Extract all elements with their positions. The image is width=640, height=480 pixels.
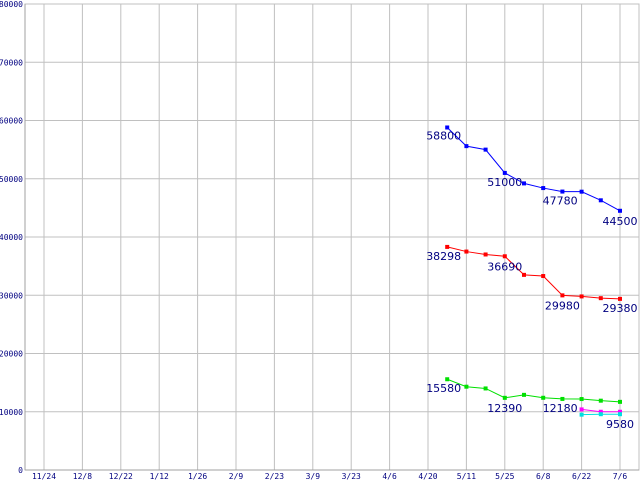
data-point-red <box>483 252 488 257</box>
y-tick-label: 80000 <box>0 0 23 9</box>
data-point-green <box>464 384 469 389</box>
series-line-green <box>447 378 621 403</box>
data-point-blue <box>483 147 488 152</box>
data-point-green <box>598 398 603 403</box>
y-tick-label: 0 <box>18 466 23 475</box>
data-point-green <box>502 395 507 400</box>
data-point-blue <box>464 144 469 149</box>
x-tick-label: 12/22 <box>109 472 133 480</box>
data-point-blue <box>522 181 526 186</box>
data-label: 47780 <box>543 195 578 208</box>
x-tick-label: 12/8 <box>73 472 92 480</box>
y-tick-label: 70000 <box>0 58 23 67</box>
x-tick-label: 2/9 <box>229 472 244 480</box>
y-tick-label: 10000 <box>0 408 23 417</box>
data-point-red <box>541 274 546 279</box>
data-point-magenta <box>618 409 622 414</box>
x-tick-label: 11/24 <box>32 472 56 480</box>
data-point-green <box>541 395 546 400</box>
data-point-blue <box>579 189 584 194</box>
x-tick-label: 3/9 <box>306 472 321 480</box>
data-point-red <box>560 293 565 298</box>
data-point-red <box>445 244 450 249</box>
data-point-green <box>445 377 450 382</box>
data-point-green <box>579 397 584 402</box>
x-tick-label: 2/23 <box>265 472 284 480</box>
data-point-red <box>579 294 584 299</box>
data-point-red <box>502 254 507 259</box>
data-label: 12390 <box>487 402 522 415</box>
data-point-green <box>560 396 565 401</box>
data-point-green <box>618 399 622 404</box>
data-point-blue <box>445 125 450 130</box>
x-tick-label: 6/22 <box>572 472 591 480</box>
data-label: 51000 <box>487 176 522 189</box>
x-tick-label: 7/6 <box>613 472 628 480</box>
y-tick-label: 20000 <box>0 350 23 359</box>
x-tick-label: 3/23 <box>342 472 361 480</box>
x-tick-label: 5/25 <box>495 472 514 480</box>
data-point-red <box>618 296 622 301</box>
data-point-blue <box>541 186 546 191</box>
x-tick-label: 1/12 <box>150 472 169 480</box>
data-point-blue <box>502 170 507 175</box>
data-label: 29980 <box>545 299 580 312</box>
data-point-blue <box>598 198 603 203</box>
data-point-magenta <box>598 409 603 414</box>
x-tick-label: 5/11 <box>457 472 476 480</box>
data-point-red <box>522 272 526 277</box>
data-label: 12180 <box>543 402 578 415</box>
data-point-green <box>483 386 488 391</box>
data-label: 15580 <box>426 382 461 395</box>
data-label: 58800 <box>426 129 461 142</box>
data-point-magenta <box>579 407 584 412</box>
data-point-cyan <box>618 412 622 417</box>
series-line-blue <box>446 127 621 212</box>
data-point-green <box>522 392 526 397</box>
x-tick-label: 4/20 <box>418 472 437 480</box>
data-label: 44500 <box>603 215 638 228</box>
data-label: 29380 <box>603 302 638 315</box>
x-tick-label: 1/26 <box>188 472 207 480</box>
data-point-cyan <box>579 412 584 417</box>
data-point-blue <box>618 208 622 213</box>
data-point-cyan <box>598 412 603 417</box>
data-label: 38298 <box>426 250 461 263</box>
y-tick-label: 50000 <box>0 175 23 184</box>
series-line-red <box>447 246 621 300</box>
x-tick-label: 6/8 <box>536 472 551 480</box>
data-label: 36690 <box>487 260 522 273</box>
y-tick-label: 30000 <box>0 291 23 300</box>
data-point-red <box>598 296 603 301</box>
y-tick-label: 40000 <box>0 233 23 242</box>
data-point-red <box>464 249 469 254</box>
data-label: 9580 <box>606 418 634 431</box>
x-tick-label: 4/6 <box>382 472 397 480</box>
y-tick-label: 60000 <box>0 117 23 126</box>
data-point-blue <box>560 189 565 194</box>
